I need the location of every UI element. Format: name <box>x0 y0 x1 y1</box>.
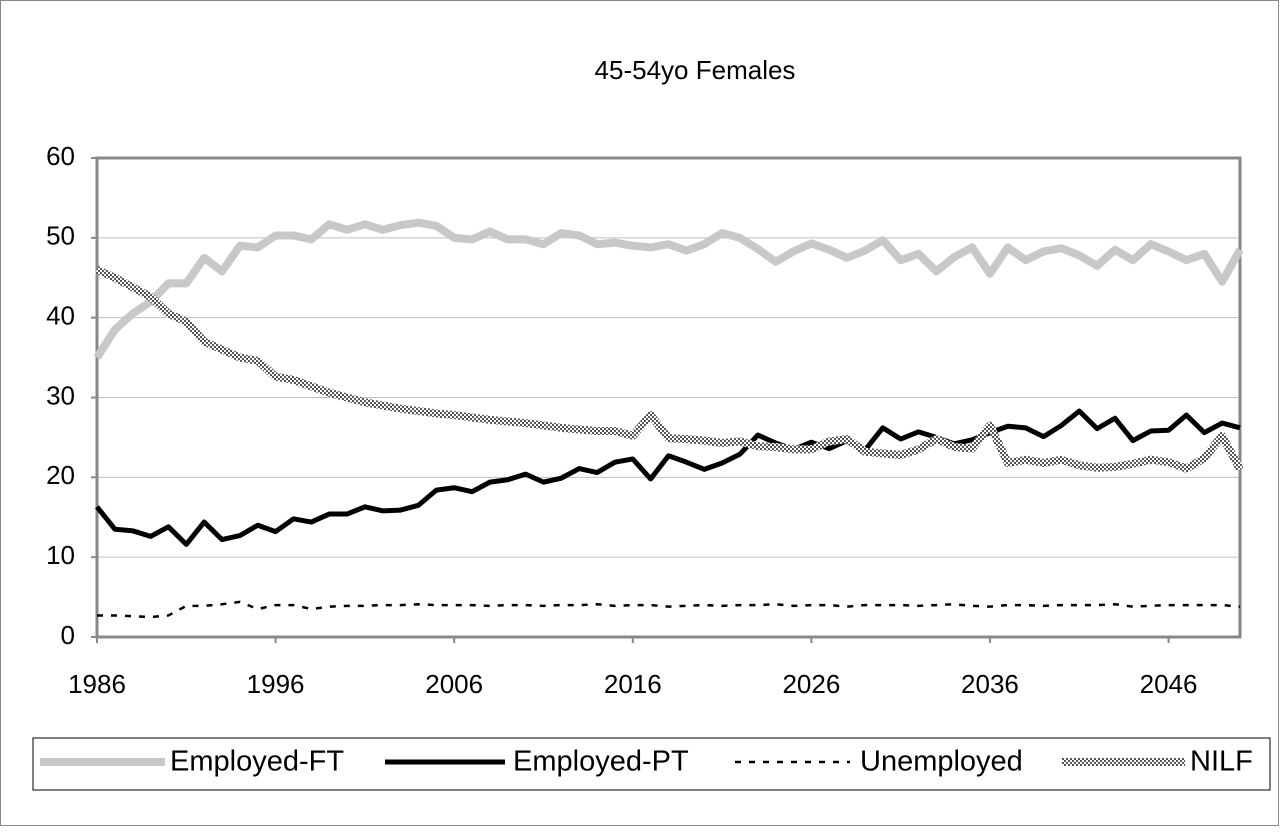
legend-label: NILF <box>1190 746 1253 778</box>
y-tick-label: 40 <box>46 301 75 331</box>
y-tick-label: 20 <box>46 460 75 490</box>
chart-title: 45-54yo Females <box>595 55 796 85</box>
x-tick-label: 2006 <box>425 669 483 699</box>
x-tick-label: 2046 <box>1140 669 1198 699</box>
y-tick-label: 30 <box>46 380 75 410</box>
x-tick-label: 1996 <box>247 669 305 699</box>
y-tick-label: 10 <box>46 540 75 570</box>
legend-label: Employed-PT <box>513 746 689 778</box>
series-line <box>97 600 1241 619</box>
y-tick-label: 0 <box>61 620 75 650</box>
legend-label: Employed-FT <box>170 746 344 778</box>
series-line <box>93 218 1244 360</box>
series-line <box>95 266 1244 473</box>
series-line <box>95 408 1241 547</box>
x-tick-label: 2036 <box>961 669 1019 699</box>
y-tick-label: 50 <box>46 221 75 251</box>
y-tick-label: 60 <box>46 141 75 171</box>
x-tick-label: 1986 <box>68 669 126 699</box>
x-tick-label: 2026 <box>782 669 840 699</box>
legend-label: Unemployed <box>860 746 1023 778</box>
x-tick-label: 2016 <box>604 669 662 699</box>
